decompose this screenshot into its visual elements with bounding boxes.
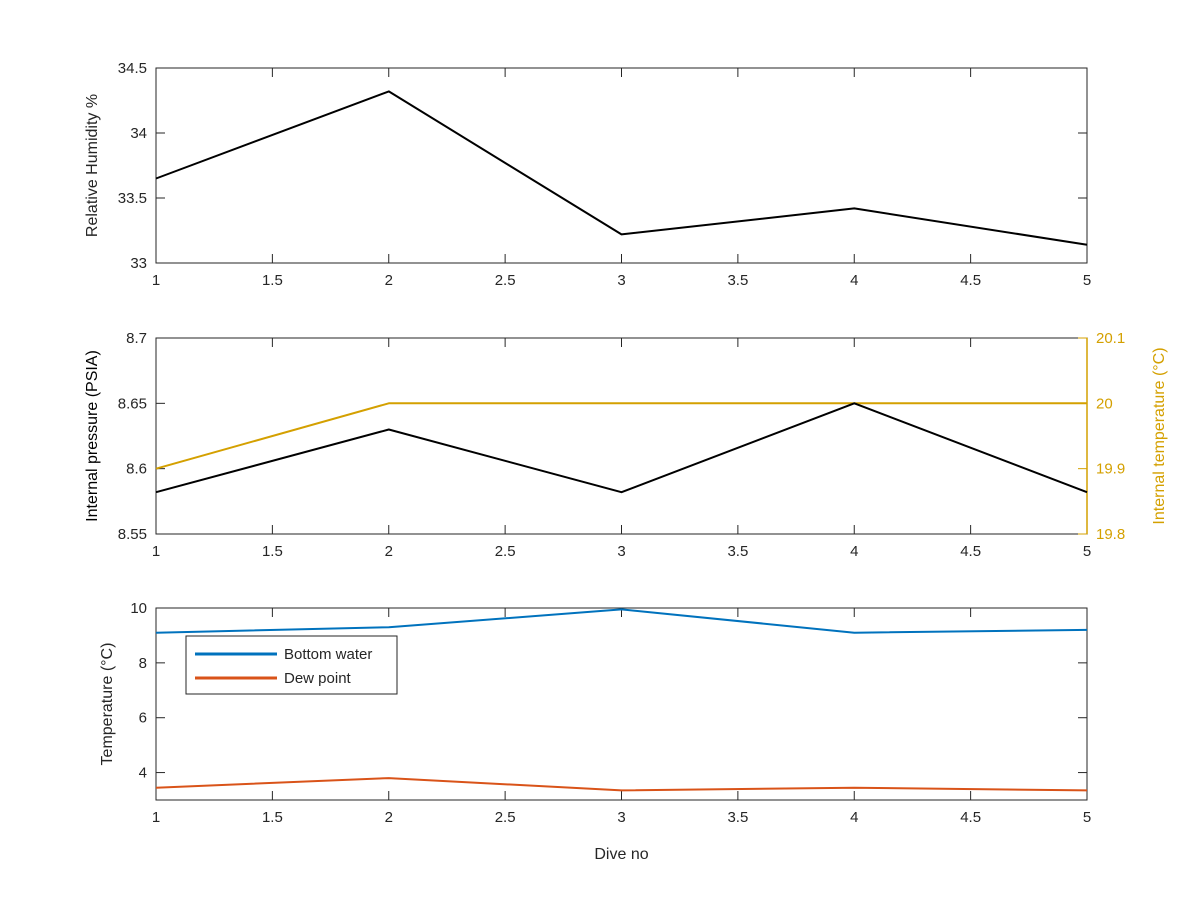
plot-area	[155, 337, 1088, 535]
y-tick-label: 8.6	[126, 461, 147, 478]
series-line-bottom-water	[155, 608, 1088, 634]
x-tick-label: 2.5	[495, 809, 516, 826]
legend: Bottom water Dew point	[185, 635, 398, 695]
x-tick-label: 1	[152, 272, 160, 289]
x-tick-label: 3.5	[727, 809, 748, 826]
y-axis-label: Temperature (°C)	[99, 643, 116, 766]
x-axis-label: Dive no	[594, 846, 648, 863]
x-tick-label: 4.5	[960, 809, 981, 826]
legend-label: Bottom water	[284, 646, 372, 663]
series-line-s0	[155, 90, 1088, 246]
x-tick-label: 1.5	[262, 272, 283, 289]
x-tick-label: 3.5	[727, 543, 748, 560]
x-tick-label: 3	[617, 809, 625, 826]
x-tick-label: 5	[1083, 272, 1091, 289]
x-tick-label: 2	[385, 543, 393, 560]
y-tick-label: 8.55	[118, 526, 147, 543]
x-tick-label: 4.5	[960, 543, 981, 560]
x-tick-label: 1	[152, 543, 160, 560]
x-tick-label: 4	[850, 809, 858, 826]
y-axis-label: Internal pressure (PSIA)	[84, 350, 101, 522]
y2-axis-label: Internal temperature (°C)	[1151, 347, 1168, 524]
x-tick-label: 4	[850, 272, 858, 289]
series-line-s0	[155, 402, 1088, 494]
y-tick-label: 8.7	[126, 330, 147, 347]
y-tick-label: 33	[130, 255, 147, 272]
x-tick-label: 2.5	[495, 543, 516, 560]
x-tick-label: 3	[617, 543, 625, 560]
y-tick-label: 4	[139, 765, 147, 782]
y-axis-label: Relative Humidity %	[84, 94, 101, 237]
x-tick-label: 2	[385, 809, 393, 826]
pressure-temperature-panel: 1 1.5 2 2.5 3 3.5 4 4.5 5 8.55 8.6 8.65 8.7 19.8 19.9 2…	[84, 330, 1168, 560]
x-tick-label: 5	[1083, 543, 1091, 560]
y-tick-label: 6	[139, 710, 147, 727]
legend-box	[185, 635, 398, 695]
y2-tick-label: 20	[1096, 395, 1113, 412]
y2-tick-label: 19.8	[1096, 526, 1125, 543]
series-line-s1	[155, 402, 1087, 470]
x-tick-label: 3.5	[727, 272, 748, 289]
y-tick-label: 10	[130, 600, 147, 617]
x-tick-label: 2	[385, 272, 393, 289]
y-tick-label: 34	[130, 125, 147, 142]
series-line-dew-point	[155, 777, 1088, 792]
x-tick-label: 4.5	[960, 272, 981, 289]
y2-tick-label: 19.9	[1096, 461, 1125, 478]
y-tick-label: 8	[139, 655, 147, 672]
x-tick-label: 4	[850, 543, 858, 560]
legend-label: Dew point	[284, 670, 352, 687]
x-tick-label: 1.5	[262, 543, 283, 560]
y-tick-label: 8.65	[118, 395, 147, 412]
x-tick-label: 1.5	[262, 809, 283, 826]
y-tick-label: 34.5	[118, 60, 147, 77]
temperature-panel: 1 1.5 2 2.5 3 3.5 4 4.5 5 4 6 8 10 Temperature (°C) Di…	[99, 600, 1091, 863]
x-tick-label: 5	[1083, 809, 1091, 826]
y2-tick-label: 20.1	[1096, 330, 1125, 347]
y-tick-label: 33.5	[118, 190, 147, 207]
x-tick-label: 3	[617, 272, 625, 289]
x-tick-label: 1	[152, 809, 160, 826]
x-tick-label: 2.5	[495, 272, 516, 289]
